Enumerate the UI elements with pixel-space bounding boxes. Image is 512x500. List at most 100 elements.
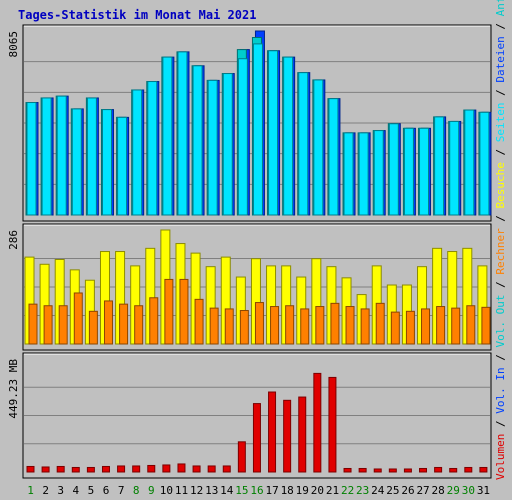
bar-seiten-day-18 (283, 56, 294, 216)
bar-rechner-day-15 (239, 310, 249, 345)
bar-rechner-day-23 (360, 308, 370, 345)
bar-volumen-day-10 (162, 464, 171, 473)
bar-rechner-day-13 (209, 307, 219, 345)
bar-volumen-day-15 (237, 441, 246, 473)
legend-item-volumen: Volumen (494, 434, 507, 480)
x-tick-label-day-5: 5 (88, 484, 95, 497)
bar-seiten-day-13 (207, 79, 218, 216)
x-tick-label-day-4: 4 (73, 484, 80, 497)
bar-rechner-day-27 (421, 308, 431, 345)
bar-seiten-day-21 (328, 98, 339, 216)
bar-rechner-day-30 (466, 305, 476, 345)
bottom-y-axis-label: 449.23 MB (7, 359, 20, 419)
bar-rechner-day-12 (194, 298, 204, 345)
bar-rechner-day-31 (481, 306, 491, 345)
x-tick-label-day-11: 11 (175, 484, 188, 497)
bar-volumen-day-7 (117, 465, 126, 473)
x-tick-label-day-14: 14 (220, 484, 234, 497)
bar-seiten-day-12 (192, 65, 203, 216)
bar-volumen-day-18 (283, 399, 292, 473)
bar-volumen-day-25 (388, 468, 397, 473)
bar-seiten-day-25 (388, 123, 399, 216)
bar-seiten-day-27 (419, 127, 430, 216)
x-tick-label-day-24: 24 (371, 484, 385, 497)
bar-rechner-day-18 (285, 305, 295, 345)
bar-rechner-day-10 (164, 278, 174, 345)
bar-seiten-day-3 (56, 95, 67, 216)
x-tick-label-day-19: 19 (296, 484, 309, 497)
bar-seiten-day-4 (71, 108, 82, 216)
bar-seiten-day-1 (26, 102, 37, 216)
bar-rechner-day-7 (119, 303, 129, 345)
bar-seiten-day-24 (373, 130, 384, 216)
legend-item-besuche: Besuche (494, 162, 507, 208)
x-tick-label-day-23: 23 (356, 484, 369, 497)
bar-rechner-day-26 (405, 310, 415, 345)
bar-rechner-day-24 (375, 302, 385, 345)
x-tick-label-day-6: 6 (103, 484, 110, 497)
bar-rechner-day-14 (224, 308, 234, 345)
bar-rechner-day-6 (103, 300, 113, 345)
bar-seiten-day-29 (449, 120, 460, 216)
bar-volumen-day-29 (449, 467, 458, 473)
middle-y-axis-label: 286 (7, 230, 20, 250)
bar-seiten-day-8 (132, 89, 143, 216)
x-tick-label-day-3: 3 (57, 484, 64, 497)
bar-volumen-day-22 (343, 467, 352, 473)
bar-rechner-day-5 (88, 310, 98, 345)
bar-volumen-day-5 (86, 466, 95, 473)
right-legend: Volumen / Vol. In / Vol. Out / Rechner /… (494, 0, 507, 480)
bar-seiten-day-30 (464, 109, 475, 216)
bar-seiten-day-15 (237, 58, 248, 216)
x-tick-label-day-9: 9 (148, 484, 155, 497)
bar-volumen-day-19 (298, 396, 307, 473)
bar-volumen-day-17 (268, 391, 277, 473)
x-tick-label-day-27: 27 (416, 484, 429, 497)
bar-volumen-day-24 (373, 468, 382, 473)
bar-seiten-day-2 (41, 97, 52, 216)
legend-separator: / (494, 348, 507, 368)
bar-seiten-day-22 (343, 132, 354, 216)
bar-seiten-day-28 (434, 116, 445, 216)
x-tick-label-day-8: 8 (133, 484, 140, 497)
bar-rechner-day-21 (330, 302, 340, 345)
bar-volumen-day-20 (313, 372, 322, 473)
x-tick-label-day-26: 26 (401, 484, 414, 497)
x-tick-label-day-28: 28 (432, 484, 445, 497)
bar-seiten-day-23 (358, 132, 369, 216)
bar-volumen-day-23 (358, 467, 367, 473)
bar-rechner-day-28 (436, 306, 446, 345)
legend-separator: / (494, 275, 507, 295)
bar-volumen-day-14 (222, 465, 231, 473)
bar-rechner-day-8 (134, 305, 144, 345)
legend-item-vol-out: Vol. Out (494, 295, 507, 348)
bar-volumen-day-9 (147, 464, 156, 473)
bar-seiten-day-31 (479, 111, 490, 216)
x-tick-label-day-30: 30 (462, 484, 475, 497)
bar-seiten-day-10 (162, 56, 173, 216)
bar-seiten-day-17 (268, 50, 279, 216)
bar-rechner-day-25 (390, 311, 400, 345)
bar-seiten-day-6 (101, 109, 112, 216)
x-tick-label-day-29: 29 (447, 484, 460, 497)
x-tick-label-day-25: 25 (386, 484, 399, 497)
bar-seiten-day-7 (117, 116, 128, 216)
bar-seiten-day-9 (147, 81, 158, 216)
x-tick-label-day-22: 22 (341, 484, 354, 497)
legend-separator: / (494, 142, 507, 162)
bar-volumen-day-2 (41, 466, 50, 473)
middle-panel: 286 (7, 223, 492, 351)
x-tick-label-day-21: 21 (326, 484, 339, 497)
bar-seiten-day-16 (252, 43, 263, 216)
x-tick-label-day-18: 18 (281, 484, 294, 497)
legend-item-dateien: Dateien (494, 36, 507, 82)
top-panel: 8065 (7, 24, 492, 222)
bottom-panel: 449.23 MB (7, 352, 492, 479)
legend-item-anfragen: Anfragen (494, 0, 507, 16)
bar-rechner-day-29 (451, 307, 461, 345)
bar-volumen-day-12 (192, 465, 201, 473)
legend-separator: / (494, 83, 507, 103)
bar-rechner-day-2 (43, 305, 53, 345)
bar-volumen-day-6 (101, 465, 110, 473)
